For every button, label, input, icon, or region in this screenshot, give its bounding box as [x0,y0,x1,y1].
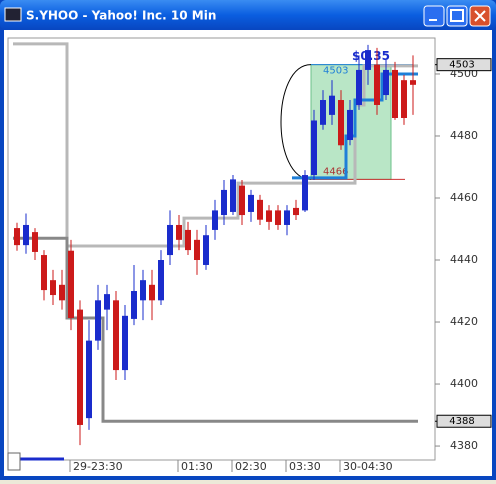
maximize-icon [450,9,464,22]
chart-panel [4,30,492,476]
range-bracket [280,64,312,180]
y-tick-label: 4380 [450,439,478,452]
candle-body [230,179,236,212]
candle-body [266,210,272,222]
price-marker-label: 4503 [449,60,474,71]
candle-body [122,315,128,371]
x-tick-label: 01:30 [181,460,213,473]
candle-body [374,64,380,105]
candle-body [113,300,119,371]
minimize-button[interactable] [423,5,445,27]
candle-body [194,239,200,261]
candle-body [365,50,371,70]
candle-body [203,235,209,265]
price-marker-box [436,414,492,428]
y-tick-label: 4460 [450,191,478,204]
x-tick-label: 02:30 [235,460,267,473]
close-icon [474,10,486,22]
candle-body [248,194,254,212]
candle-body [50,280,56,296]
candle-body [23,224,29,246]
candle-body [131,291,137,319]
candle-body [302,175,308,211]
candle-body [149,284,155,301]
candle-body [383,69,389,96]
candle-body [221,189,227,216]
candle-body [338,100,344,146]
candle-body [95,300,101,341]
candle-body [158,260,164,301]
candle-body [212,210,218,230]
overlay-line [13,236,418,423]
range-top-label: 4503 [323,66,348,77]
candle-body [239,185,245,216]
x-tick-label: 03:30 [289,460,321,473]
candle-body [59,284,65,301]
y-tick-label: 4480 [450,129,478,142]
candle-body [320,100,326,125]
candle-body [140,280,146,301]
y-tick-label: 4400 [450,377,478,390]
price-marker-label: 4388 [449,416,474,427]
candle-body [14,228,20,246]
x-tick-label: 29-23:30 [73,460,123,473]
candle-body [401,80,407,118]
candle-body [41,255,47,291]
candle-body [257,199,263,220]
candle-body [392,69,398,118]
candle-body [410,80,416,85]
plot-border [7,37,436,461]
candle-body [293,207,299,216]
y-tick-label: 4420 [450,315,478,328]
app-icon [4,7,22,22]
candle-body [176,224,182,240]
candle-body [284,210,290,225]
candle-body [275,210,281,225]
candle-body [68,250,74,318]
window-title: S.YHOO - Yahoo! Inc. 10 Min [26,9,216,23]
range-bottom-label: 4466 [323,166,348,177]
candle-body [104,294,110,310]
candle-body [311,120,317,176]
candle-body [347,109,353,141]
candle-body [329,95,335,115]
candle-body [167,224,173,256]
candle-body [32,232,38,252]
y-tick-label: 4440 [450,253,478,266]
candle-body [86,340,92,419]
title-bar [0,0,496,30]
candle-body [185,229,191,251]
scroll-box[interactable] [7,452,21,471]
price-marker-box [436,58,492,72]
candle-body [77,309,83,425]
candle-body [356,69,362,105]
x-tick-label: 30-04:30 [343,460,393,473]
